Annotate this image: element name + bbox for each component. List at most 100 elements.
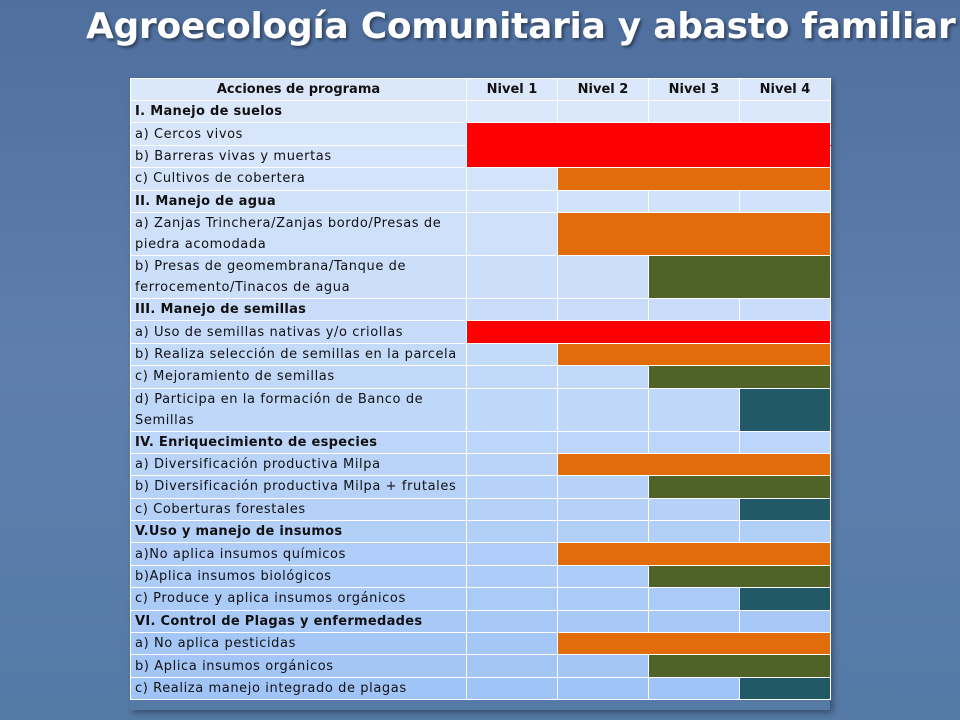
level-cell-4 xyxy=(739,609,831,634)
row-label: b) Aplica insumos orgánicos xyxy=(130,654,467,678)
level-cell-4 xyxy=(739,632,831,656)
level-cell-2 xyxy=(557,144,649,169)
level-cell-2 xyxy=(557,99,649,124)
level-cell-3 xyxy=(648,564,740,589)
level-cell-2 xyxy=(557,297,649,322)
level-cell-2 xyxy=(557,676,649,701)
row-label: c) Cultivos de cobertera xyxy=(130,167,467,191)
level-cell-2 xyxy=(557,497,649,522)
row-label: IV. Enriquecimiento de especies xyxy=(130,430,467,454)
table-row: b) Barreras vivas y muertas xyxy=(130,144,831,169)
row-label: I. Manejo de suelos xyxy=(130,99,467,124)
level-cell-3 xyxy=(648,387,740,432)
level-cell-3 xyxy=(648,320,740,344)
level-cell-4 xyxy=(739,99,831,124)
level-cell-2 xyxy=(557,632,649,656)
table-row: b) Presas de geomembrana/Tanque de ferro… xyxy=(130,254,831,299)
level-cell-3 xyxy=(648,587,740,611)
level-cell-2 xyxy=(557,211,649,256)
level-cell-3 xyxy=(648,654,740,678)
level-cell-1 xyxy=(466,387,558,432)
level-cell-4 xyxy=(739,430,831,454)
row-label: a) Uso de semillas nativas y/o criollas xyxy=(130,320,467,344)
level-cell-2 xyxy=(557,452,649,477)
row-label: d) Participa en la formación de Banco de… xyxy=(130,387,467,432)
level-cell-4 xyxy=(739,365,831,389)
row-label: b) Realiza selección de semillas en la p… xyxy=(130,342,467,367)
level-cell-1 xyxy=(466,189,558,213)
table-row: c) Coberturas forestales xyxy=(130,497,831,522)
row-label: a) Cercos vivos xyxy=(130,122,467,146)
table-row: c) Realiza manejo integrado de plagas xyxy=(130,676,831,701)
table-body: I. Manejo de suelos a) Cercos vivos b) Bar… xyxy=(130,99,831,701)
level-cell-1 xyxy=(466,676,558,701)
level-cell-1 xyxy=(466,520,558,544)
level-cell-3 xyxy=(648,99,740,124)
level-cell-1 xyxy=(466,542,558,566)
level-cell-1 xyxy=(466,320,558,344)
level-cell-2 xyxy=(557,167,649,191)
row-label: VI. Control de Plagas y enfermedades xyxy=(130,609,467,634)
level-cell-4 xyxy=(739,475,831,499)
level-cell-3 xyxy=(648,520,740,544)
table-row: d) Participa en la formación de Banco de… xyxy=(130,387,831,432)
slide-title: Agroecología Comunitaria y abasto famili… xyxy=(86,6,956,47)
level-cell-2 xyxy=(557,342,649,367)
level-cell-3 xyxy=(648,297,740,322)
level-cell-4 xyxy=(739,654,831,678)
level-cell-1 xyxy=(466,632,558,656)
level-cell-2 xyxy=(557,542,649,566)
section-row: I. Manejo de suelos xyxy=(130,99,831,124)
level-cell-1 xyxy=(466,609,558,634)
level-cell-2 xyxy=(557,609,649,634)
table-row: c) Cultivos de cobertera xyxy=(130,167,831,191)
table-row: a) Zanjas Trinchera/Zanjas bordo/Presas … xyxy=(130,211,831,256)
level-cell-3 xyxy=(648,365,740,389)
level-cell-4 xyxy=(739,587,831,611)
level-cell-3 xyxy=(648,497,740,522)
level-cell-1 xyxy=(466,99,558,124)
row-label: V.Uso y manejo de insumos xyxy=(130,520,467,544)
row-label: a) Zanjas Trinchera/Zanjas bordo/Presas … xyxy=(130,211,467,256)
level-cell-3 xyxy=(648,542,740,566)
level-cell-4 xyxy=(739,320,831,344)
level-cell-2 xyxy=(557,430,649,454)
table-row: b) Aplica insumos orgánicos xyxy=(130,654,831,678)
header-nivel-4: Nivel 4 xyxy=(739,78,831,101)
level-cell-1 xyxy=(466,167,558,191)
level-cell-3 xyxy=(648,430,740,454)
level-cell-2 xyxy=(557,587,649,611)
row-label: c) Mejoramiento de semillas xyxy=(130,365,467,389)
level-cell-1 xyxy=(466,564,558,589)
level-cell-3 xyxy=(648,632,740,656)
section-row: III. Manejo de semillas xyxy=(130,297,831,322)
level-cell-1 xyxy=(466,475,558,499)
level-cell-1 xyxy=(466,297,558,322)
level-cell-4 xyxy=(739,122,831,146)
level-cell-4 xyxy=(739,189,831,213)
table-row: c) Mejoramiento de semillas xyxy=(130,365,831,389)
header-nivel-3: Nivel 3 xyxy=(648,78,740,101)
table-row: a) Uso de semillas nativas y/o criollas xyxy=(130,320,831,344)
row-label: b)Aplica insumos biológicos xyxy=(130,564,467,589)
row-label: a) Diversificación productiva Milpa xyxy=(130,452,467,477)
table-row: b) Realiza selección de semillas en la p… xyxy=(130,342,831,367)
level-cell-2 xyxy=(557,520,649,544)
header-nivel-1: Nivel 1 xyxy=(466,78,558,101)
level-cell-1 xyxy=(466,254,558,299)
level-cell-3 xyxy=(648,254,740,299)
level-cell-1 xyxy=(466,365,558,389)
row-label: c) Produce y aplica insumos orgánicos xyxy=(130,587,467,611)
level-cell-3 xyxy=(648,475,740,499)
level-cell-1 xyxy=(466,430,558,454)
level-cell-2 xyxy=(557,654,649,678)
level-cell-3 xyxy=(648,452,740,477)
table-row: c) Produce y aplica insumos orgánicos xyxy=(130,587,831,611)
header-nivel-2: Nivel 2 xyxy=(557,78,649,101)
levels-table: Acciones de programa Nivel 1 Nivel 2 Niv… xyxy=(130,78,831,701)
level-cell-2 xyxy=(557,387,649,432)
level-cell-3 xyxy=(648,122,740,146)
level-cell-2 xyxy=(557,189,649,213)
level-cell-4 xyxy=(739,254,831,299)
level-cell-4 xyxy=(739,167,831,191)
